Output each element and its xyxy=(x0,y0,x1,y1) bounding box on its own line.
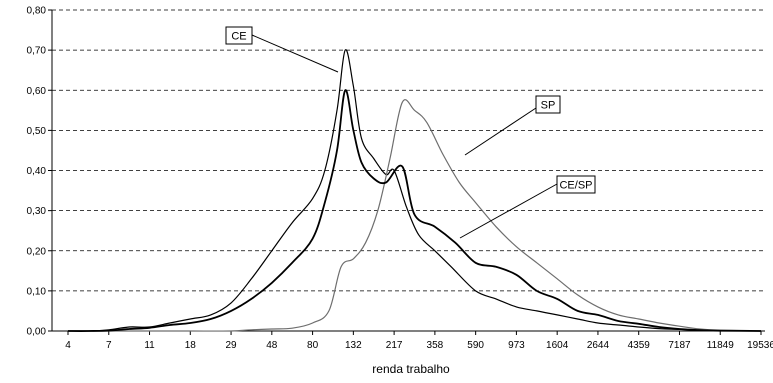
y-tick-label: 0,80 xyxy=(27,6,47,17)
y-tick-label: 0,60 xyxy=(27,86,47,97)
x-axis-label: renda trabalho xyxy=(372,362,450,376)
x-tick-label: 19536 xyxy=(747,340,773,351)
x-tick-label: 1604 xyxy=(546,340,569,351)
x-tick-label: 48 xyxy=(266,340,278,351)
x-tick-label: 4 xyxy=(65,340,71,351)
annotation-box xyxy=(225,26,253,45)
gridlines xyxy=(52,9,765,292)
y-tick-label: 0,50 xyxy=(27,126,47,137)
x-tick-label: 4359 xyxy=(628,340,651,351)
y-tick-label: 0,30 xyxy=(27,206,47,217)
series-lines xyxy=(67,49,762,332)
y-tick-label: 0,40 xyxy=(27,166,47,177)
annotation-label: CE xyxy=(231,31,246,43)
annotations: CE SP CE/SP xyxy=(225,26,596,239)
x-tick-label: 973 xyxy=(508,340,525,351)
annotation-box xyxy=(556,175,596,194)
x-tick-label: 217 xyxy=(386,340,403,351)
y-tick-label: 0,00 xyxy=(27,327,47,338)
annotation-leader-line xyxy=(464,107,537,156)
x-tick-label: 11849 xyxy=(707,340,735,351)
annotation-sp: SP xyxy=(464,95,561,156)
annotation-label: CE/SP xyxy=(559,180,592,192)
annotation-label: SP xyxy=(541,100,556,112)
x-tick-label: 7 xyxy=(106,340,112,351)
x-tick-label: 29 xyxy=(225,340,237,351)
x-axis-ticks: 4 7 11 18 29 48 80 132 217 358 590 973 1604 2644 4359 7… xyxy=(65,331,773,351)
x-tick-label: 2644 xyxy=(587,340,610,351)
annotation-ce-sp: CE/SP xyxy=(459,175,596,239)
y-tick-label: 0,20 xyxy=(27,246,47,257)
annotation-ce: CE xyxy=(225,26,339,73)
y-tick-label: 0,70 xyxy=(27,46,47,57)
x-tick-label: 18 xyxy=(185,340,197,351)
series-line-sp xyxy=(68,99,762,332)
series-line-ce xyxy=(67,49,762,332)
x-tick-label: 590 xyxy=(467,340,484,351)
x-tick-label: 358 xyxy=(427,340,444,351)
annotation-box xyxy=(535,95,561,114)
annotation-leader-line xyxy=(459,183,558,239)
x-tick-label: 80 xyxy=(307,340,319,351)
x-tick-label: 7187 xyxy=(668,340,691,351)
annotation-leader-line xyxy=(251,34,339,73)
y-axis-ticks: 0,00 0,10 0,20 0,30 0,40 0,50 0,60 0,70 0,80 xyxy=(27,6,52,338)
x-tick-label: 11 xyxy=(144,340,155,351)
x-tick-label: 132 xyxy=(345,340,362,351)
y-tick-label: 0,10 xyxy=(27,286,47,297)
series-line-ce-sp xyxy=(67,89,762,332)
